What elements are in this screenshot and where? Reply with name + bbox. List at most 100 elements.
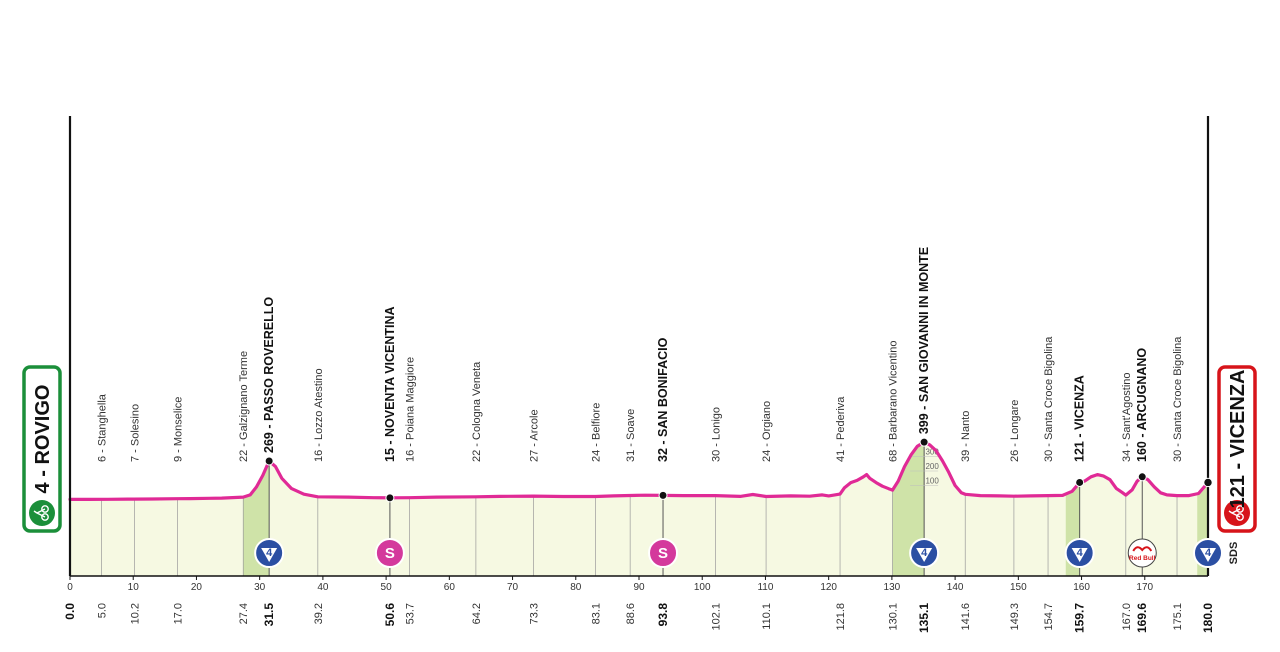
waypoint-km-label-6: 50.6 [383, 603, 397, 627]
waypoint-km-label-2: 17.0 [172, 603, 184, 624]
x-tick-label-1: 10 [128, 582, 140, 593]
x-tick-label-13: 130 [884, 582, 901, 593]
climb-shade-3 [1197, 442, 1208, 576]
waypoint-km-label-16: 130.1 [888, 603, 900, 631]
climb-category-label: 4 [1077, 547, 1084, 559]
profile-line [68, 440, 1210, 501]
profile-line-layer [68, 440, 1210, 501]
start-badge-frame [22, 365, 62, 533]
finish-badge-bike-frame [1228, 508, 1241, 518]
waypoint-label-24: 30 - Santa Croce Bigolina [1172, 336, 1184, 462]
start-finish-layer: 4 - ROVIGO 121 - VICENZA [22, 365, 1257, 533]
waypoint-dot-6 [385, 493, 395, 503]
waypoint-km-label-23: 169.6 [1135, 603, 1149, 633]
waypoint-km-label-19: 149.3 [1009, 603, 1021, 631]
climb-triangle-icon [1200, 548, 1216, 562]
x-tick-label-5: 50 [381, 582, 393, 593]
finish-badge-bike-icon [1224, 500, 1250, 526]
waypoint-km-label-15: 121.8 [835, 603, 847, 631]
waypoint-label-2: 9 - Monselice [172, 397, 184, 462]
finish-badge-label: 121 - VICENZA [1227, 370, 1249, 509]
x-tick-label-16: 160 [1073, 582, 1090, 593]
waypoint-label-0: 6 - Stanghella [97, 393, 109, 462]
badge-bonus-5: Red Bull [1127, 538, 1157, 568]
waypoint-km-label-13: 102.1 [710, 603, 722, 631]
waypoint-km-label-17: 135.1 [917, 603, 931, 633]
finish-badge-wheel-front [1236, 505, 1244, 513]
waypoint-km-label-9: 73.3 [528, 603, 540, 624]
altitude-ticks-layer: 100 200 300 [910, 448, 939, 486]
waypoint-lines-layer [101, 442, 1178, 576]
waypoint-label-11: 31 - Soave [625, 409, 637, 462]
waypoint-dot-21 [1075, 477, 1085, 487]
x-tick-label-9: 90 [633, 582, 645, 593]
axis-km-label-1: 180.0 [1201, 603, 1215, 633]
x-tick-label-17: 170 [1136, 582, 1153, 593]
waypoint-km-label-11: 88.6 [625, 603, 637, 624]
badges-layer: 4 S S 4 4 Red Bull 4 SDS [254, 538, 1240, 568]
waypoint-km-label-20: 154.7 [1043, 603, 1055, 631]
x-tick-label-4: 40 [317, 582, 329, 593]
waypoint-km-label-12: 93.8 [656, 603, 670, 627]
waypoint-dot-17 [919, 437, 929, 447]
waypoint-label-14: 24 - Orgiano [761, 401, 773, 462]
finish-badge-frame [1217, 365, 1257, 533]
climb-triangle-icon [916, 548, 933, 562]
climb-triangle-icon [261, 548, 278, 562]
waypoint-label-22: 34 - Sant'Agostino [1121, 372, 1133, 462]
sprint-badge-circle [648, 538, 679, 568]
waypoint-label-4: 269 - PASSO ROVERELLO [262, 297, 276, 453]
bonus-badge-circle [1127, 538, 1157, 568]
waypoint-label-15: 41 - Pederiva [835, 396, 847, 462]
finish-dot [1203, 477, 1213, 488]
x-tick-label-0: 0 [67, 582, 73, 593]
x-tick-label-11: 110 [757, 582, 773, 593]
waypoint-km-label-3: 27.4 [238, 603, 250, 624]
axis-km-label-0: 0.0 [63, 603, 77, 620]
start-badge-bike-icon [29, 500, 55, 526]
waypoint-label-5: 16 - Lozzo Atestino [313, 368, 325, 462]
start-badge-label: 4 - ROVIGO [32, 385, 54, 494]
climb-category-label: 4 [921, 547, 928, 559]
waypoint-label-3: 22 - Galzignano Terme [238, 351, 250, 462]
waypoint-label-9: 27 - Arcole [528, 409, 540, 462]
finish-badge: 121 - VICENZA [1217, 365, 1257, 533]
waypoint-km-label-4: 31.5 [262, 603, 276, 627]
x-tick-label-14: 140 [947, 582, 964, 593]
start-badge-wheel-back [41, 513, 49, 521]
waypoint-label-8: 22 - Cologna Veneta [471, 361, 483, 462]
waypoint-dot-12 [658, 490, 668, 500]
waypoint-label-20: 30 - Santa Croce Bigolina [1043, 336, 1055, 462]
alt-tick-label-0: 100 [925, 477, 939, 486]
waypoint-km-label-1: 10.2 [129, 603, 141, 624]
waypoint-km-label-5: 39.2 [313, 603, 325, 624]
start-badge-bike-frame [33, 508, 46, 518]
waypoint-label-10: 24 - Belfiore [590, 403, 602, 462]
badge-climb-0: 4 [254, 538, 285, 568]
alt-tick-label-1: 200 [925, 462, 939, 471]
waypoint-label-6: 15 - NOVENTA VICENTINA [383, 306, 397, 462]
bonus-label: Red Bull [1129, 555, 1156, 562]
x-tick-label-6: 60 [444, 582, 456, 593]
waypoint-km-label-22: 167.0 [1121, 603, 1133, 631]
x-tick-label-3: 30 [254, 582, 266, 593]
waypoint-labels-layer: 6 - Stanghella 7 - Solesino 9 - Monselice 2… [97, 247, 1184, 503]
finish-badge-wheel-back [1236, 513, 1244, 521]
waypoint-label-19: 26 - Longare [1009, 400, 1021, 462]
sprint-badge-circle [374, 538, 405, 568]
sprint-label: S [385, 545, 395, 562]
badge-climb-6: 4 [1193, 538, 1223, 568]
waypoint-km-label-24: 175.1 [1172, 603, 1184, 631]
climb-category-label: 4 [266, 547, 273, 559]
x-tick-label-10: 100 [694, 582, 711, 593]
climb-triangle-icon [1071, 548, 1088, 562]
x-tick-label-8: 80 [570, 582, 582, 593]
waypoint-km-label-14: 110.1 [761, 603, 773, 630]
waypoint-label-12: 32 - SAN BONIFACIO [656, 337, 670, 462]
alt-tick-label-2: 300 [925, 448, 939, 457]
sprint-label: S [658, 545, 668, 562]
waypoint-label-7: 16 - Poiana Maggiore [405, 357, 417, 462]
start-badge: 4 - ROVIGO [22, 365, 62, 533]
waypoint-label-21: 121 - VICENZA [1073, 375, 1087, 462]
